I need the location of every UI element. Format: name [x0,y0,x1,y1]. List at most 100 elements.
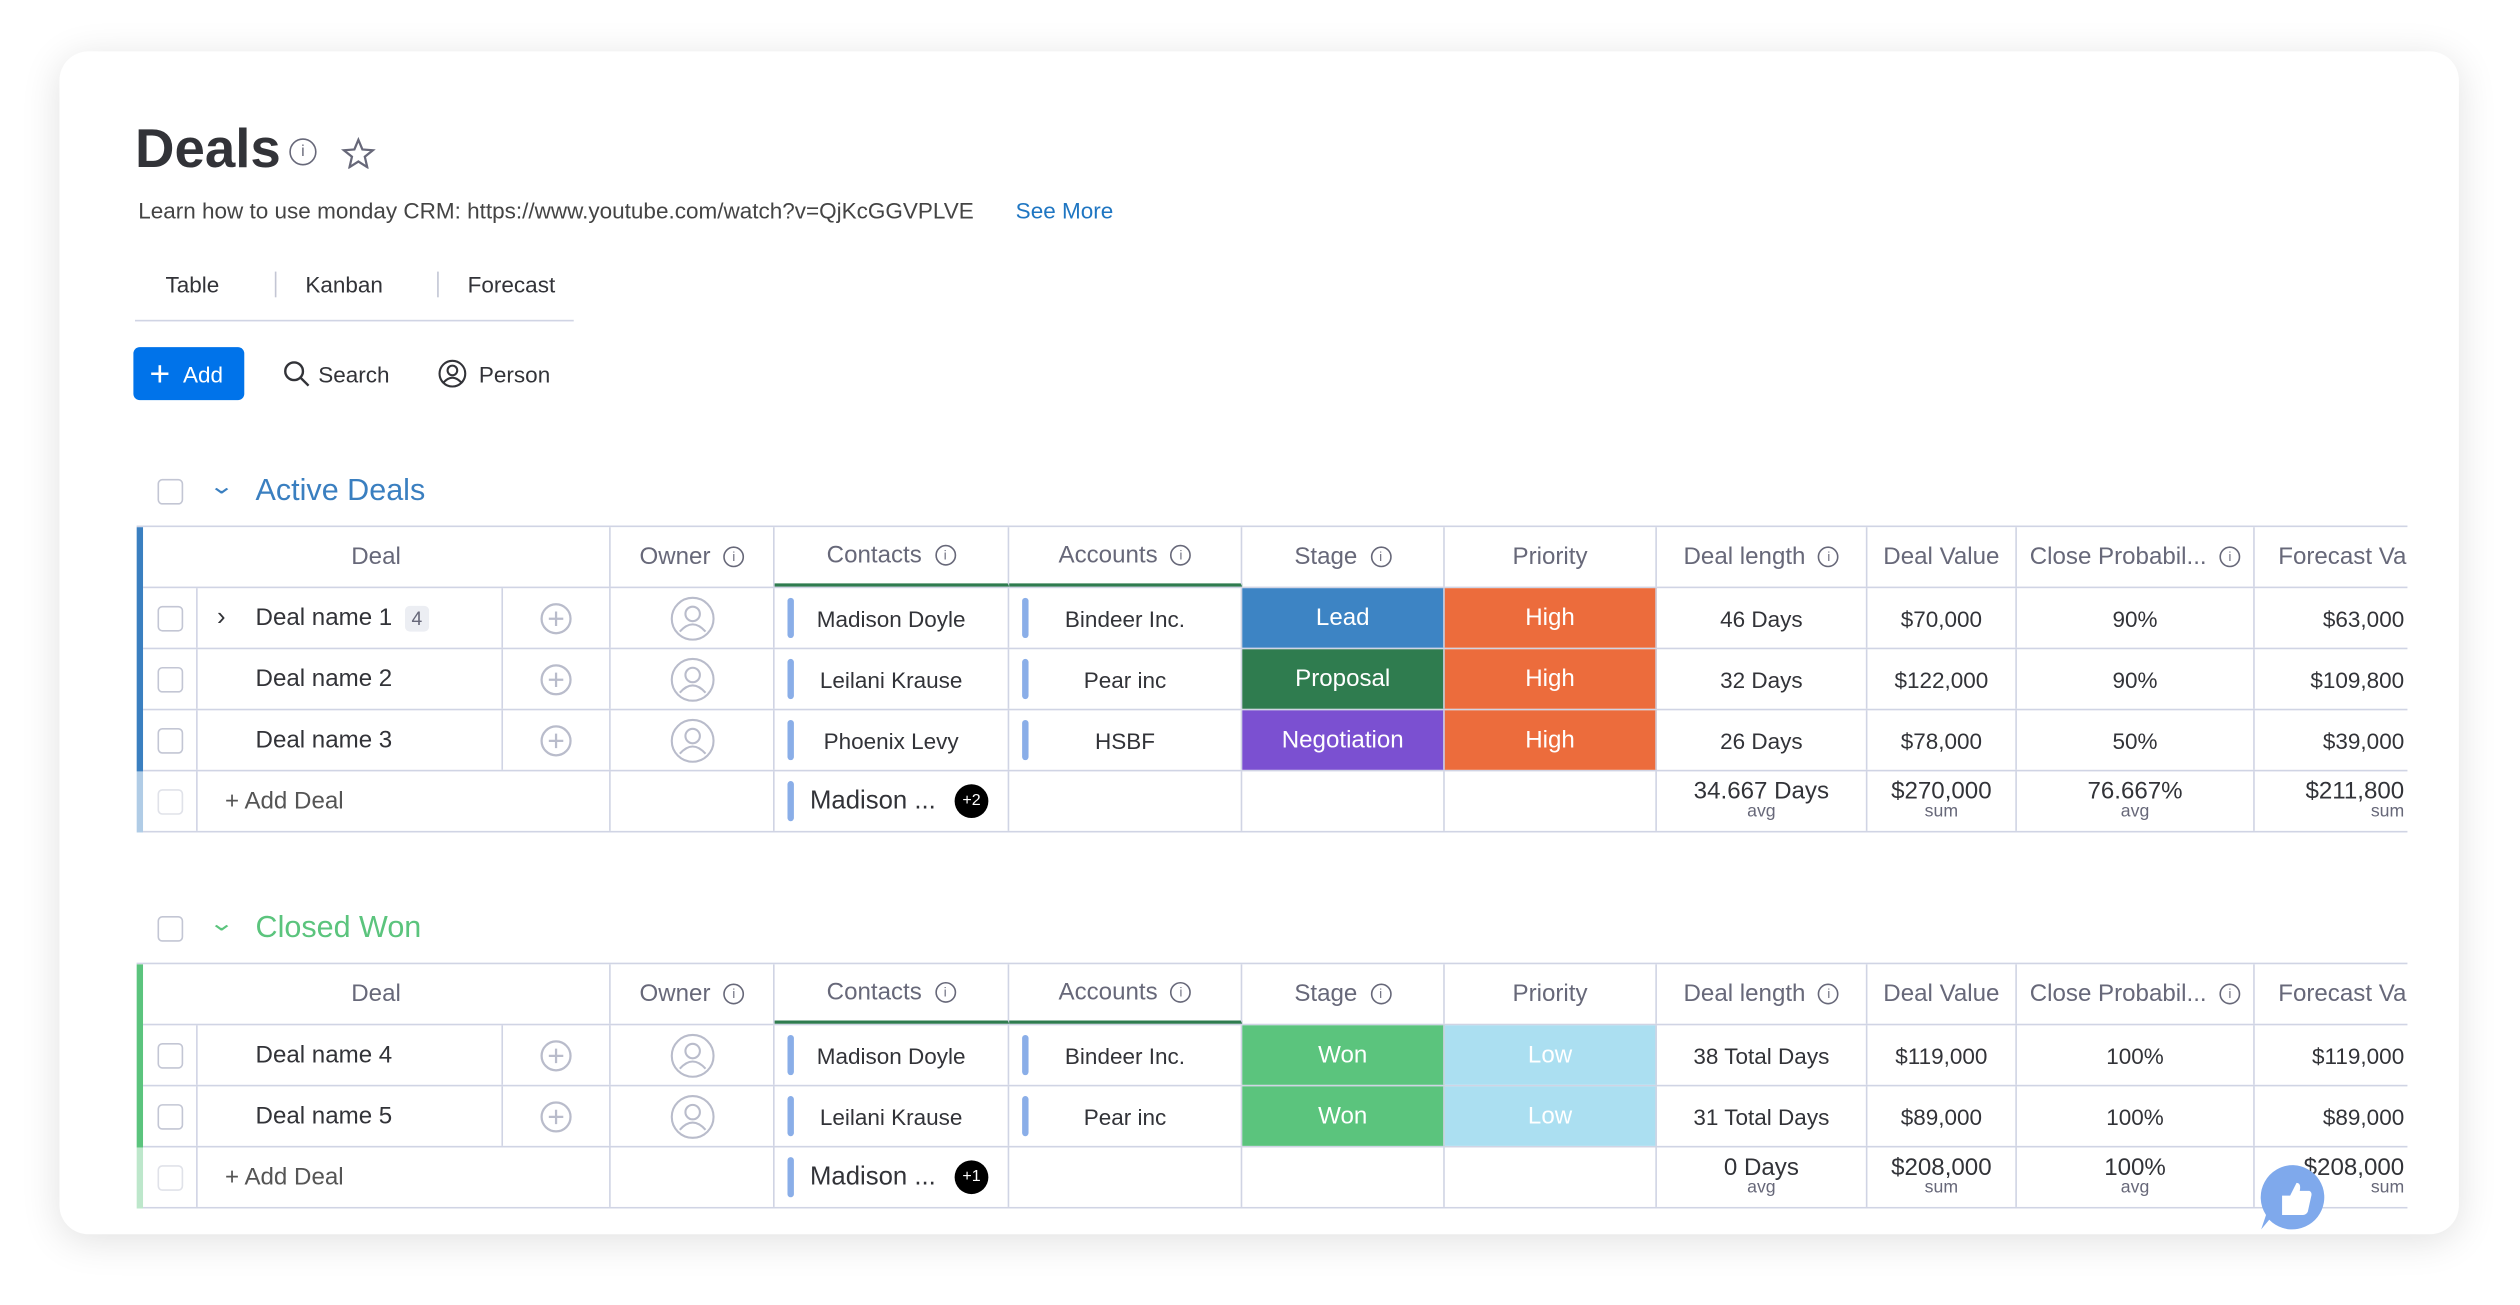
column-label: Accounts [1058,978,1158,1007]
add-checkbox [156,788,183,814]
row-checkbox[interactable] [156,1103,183,1129]
account-bar [1022,1096,1029,1137]
info-icon[interactable]: i [289,138,317,166]
deal-name-cell: Deal name 2 [198,649,504,709]
icon[interactable] [669,718,714,763]
board-description: Learn how to use monday CRM: https://www… [138,197,974,224]
group-title[interactable]: Closed Won [255,911,422,945]
add-deal-input[interactable]: + Add Deal [224,1163,344,1191]
icon[interactable] [538,722,573,757]
feedback-bubble[interactable] [2256,1160,2330,1234]
column-info-icon[interactable]: i [1370,983,1392,1005]
column-info-icon[interactable]: i [934,544,956,566]
deal-value-cell: $89,000 [1867,1086,2017,1146]
deal-name[interactable]: Deal name 4 [255,1041,393,1069]
column-info-icon[interactable]: i [2219,546,2241,568]
column-info-icon[interactable]: i [1370,546,1392,568]
column-label: Forecast Va [2278,980,2407,1008]
forecast-summary: $211,800 sum [2255,771,2408,830]
stage-cell: Won [1242,1086,1445,1146]
priority-summary-cell [1445,1147,1657,1207]
group-color-bar [136,527,144,772]
column-label: Deal length [1683,980,1806,1008]
icon[interactable] [669,657,714,702]
collapse-chevron[interactable]: ⌄ [208,472,235,499]
column-header: Close Probabil... i [2017,964,2255,1024]
group-table: Deal Owner i Contacts i Accounts i Stage i Priori… [136,962,2408,1209]
group-title[interactable]: Active Deals [255,474,426,508]
person-icon [438,359,467,388]
contacts-cell: Madison ... +1 [775,1147,1010,1207]
column-info-icon[interactable]: i [723,983,745,1005]
column-header: Contacts i [774,964,1010,1024]
view-tab[interactable]: Forecast [467,271,556,298]
column-info-icon[interactable]: i [1170,981,1192,1003]
column-label: Deal Value [1883,980,2000,1008]
add-deal-input[interactable]: + Add Deal [224,787,344,815]
deal-name[interactable]: Deal name 3 [255,726,393,754]
contact-bar [787,658,794,700]
search-label: Search [318,361,390,388]
header-row: Deal Owner i Contacts i Accounts i Stage i Priori… [143,964,2408,1026]
length-summary-value: 0 Days [1723,1153,1799,1181]
column-info-icon[interactable]: i [1818,983,1840,1005]
add-button[interactable]: + Add [133,347,245,401]
deal-name[interactable]: Deal name 5 [255,1102,393,1130]
search-button[interactable]: Search [283,360,390,389]
forecast-summary-function: sum [2370,1177,2405,1197]
column-header: Deal [143,964,611,1024]
view-tab[interactable]: Kanban [305,271,383,298]
column-info-icon[interactable]: i [2219,983,2241,1005]
column-header: Accounts i [1009,527,1243,587]
icon[interactable] [538,600,573,635]
see-more-link[interactable]: See More [1015,197,1114,224]
icon[interactable] [538,661,573,696]
forecast-value-cell: $63,000 [2255,588,2408,647]
deal-name[interactable]: Deal name 1 [255,604,393,632]
deal-value-cell: $78,000 [1867,710,2017,770]
deal-length-cell: 32 Days [1657,649,1868,709]
contacts-cell: Madison Doyle [775,588,1010,648]
column-info-icon[interactable]: i [723,546,745,568]
priority-cell: High [1444,588,1657,648]
column-info-icon[interactable]: i [1170,544,1192,566]
person-filter[interactable]: Person [437,358,550,389]
accounts-cell: HSBF [1009,710,1243,770]
account-name: HSBF [1094,727,1155,753]
column-header: Owner i [611,964,775,1024]
stage-cell: Lead [1242,588,1445,648]
icon[interactable] [669,595,714,640]
icon[interactable] [538,1037,573,1072]
column-header: Deal Value [1867,964,2017,1024]
contact-name: Madison ... [809,786,936,814]
owner-cell [611,1086,775,1146]
collapse-chevron[interactable]: ⌄ [208,909,235,936]
priority-summary-cell [1445,771,1657,831]
deal-name[interactable]: Deal name 2 [255,665,393,693]
contacts-cell: Madison Doyle [775,1025,1010,1085]
column-info-icon[interactable]: i [934,981,956,1003]
icon[interactable] [538,1098,573,1133]
star-icon[interactable] [340,136,376,169]
owner-summary-cell [611,1147,775,1207]
icon[interactable] [669,1033,714,1078]
group-checkbox[interactable] [157,478,184,505]
column-header: Stage i [1242,527,1445,587]
accounts-cell: Pear inc [1009,1086,1243,1146]
value-summary: $208,000 sum [1867,1147,2017,1207]
row-checkbox[interactable] [156,666,183,692]
stage-cell: Negotiation [1242,710,1445,770]
row-checkbox-cell [143,1025,198,1085]
row-checkbox[interactable] [156,605,183,631]
row-checkbox[interactable] [156,727,183,753]
column-info-icon[interactable]: i [1818,546,1840,568]
group-checkbox[interactable] [157,916,184,942]
row-checkbox[interactable] [156,1042,183,1068]
stage-summary-cell [1242,771,1445,831]
icon[interactable] [669,1094,714,1139]
expand-chevron[interactable]: › [216,603,226,631]
deal-name-cell: Deal name 5 [198,1086,504,1146]
contact-name: Madison Doyle [816,1042,966,1068]
view-tab[interactable]: Table [165,271,220,298]
